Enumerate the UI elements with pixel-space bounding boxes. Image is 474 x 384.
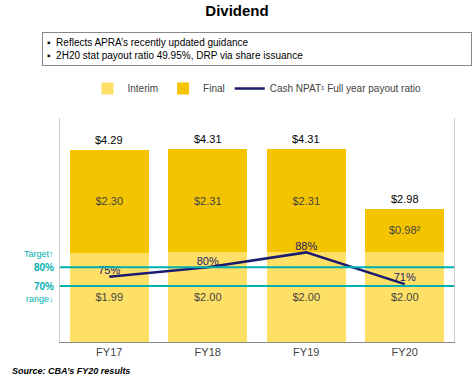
svg-text:75%: 75% xyxy=(98,264,120,276)
svg-text:$4.29: $4.29 xyxy=(95,134,123,146)
svg-text:$2.31: $2.31 xyxy=(292,195,320,207)
svg-text:$4.31: $4.31 xyxy=(194,133,222,145)
svg-text:$0.98²: $0.98² xyxy=(389,224,421,236)
svg-text:Final: Final xyxy=(203,83,225,94)
svg-text:$1.99: $1.99 xyxy=(95,291,123,303)
svg-text:range↓: range↓ xyxy=(26,294,54,304)
svg-text:Cash NPAT¹ Full year payout ra: Cash NPAT¹ Full year payout ratio xyxy=(270,83,421,94)
svg-text:FY17: FY17 xyxy=(96,346,122,358)
svg-text:$4.31: $4.31 xyxy=(292,133,320,145)
svg-text:$2.31: $2.31 xyxy=(194,195,222,207)
svg-text:FY20: FY20 xyxy=(392,346,418,358)
svg-text:Interim: Interim xyxy=(128,83,159,94)
svg-text:Dividend: Dividend xyxy=(205,2,268,19)
svg-text:88%: 88% xyxy=(295,240,317,252)
svg-text:70%: 70% xyxy=(34,281,54,292)
svg-text:$2.00: $2.00 xyxy=(194,291,222,303)
svg-text:▪ Reflects APRA’s recently up: ▪ Reflects APRA’s recently updated guida… xyxy=(47,37,303,61)
svg-text:$2.98: $2.98 xyxy=(391,193,419,205)
svg-text:Source: CBA’s FY20 results: Source: CBA’s FY20 results xyxy=(12,366,130,376)
svg-text:Target↑: Target↑ xyxy=(24,249,54,259)
svg-text:80%: 80% xyxy=(34,262,54,273)
svg-text:80%: 80% xyxy=(197,255,219,267)
svg-text:$2.00: $2.00 xyxy=(391,291,419,303)
svg-text:71%: 71% xyxy=(394,271,416,283)
svg-text:FY18: FY18 xyxy=(195,346,221,358)
svg-text:$2.30: $2.30 xyxy=(95,195,123,207)
svg-text:FY19: FY19 xyxy=(293,346,319,358)
svg-text:$2.00: $2.00 xyxy=(292,291,320,303)
